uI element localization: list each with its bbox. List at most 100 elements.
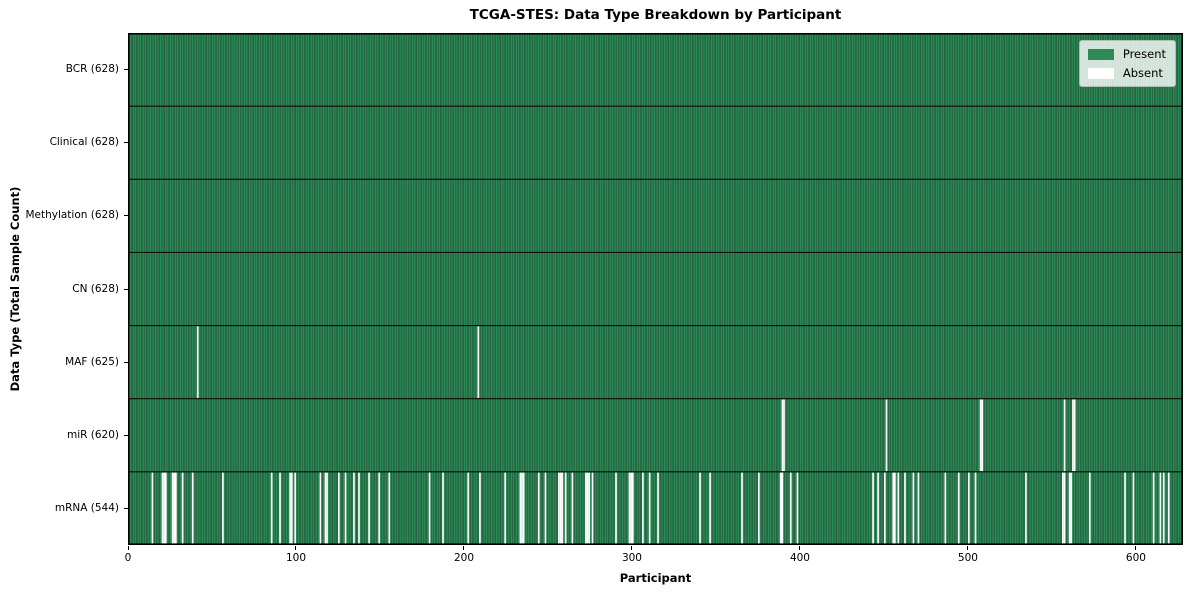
y-tick-mark — [124, 69, 128, 71]
absent-stripe — [781, 399, 784, 472]
absent-stripe — [467, 472, 470, 545]
absent-stripe — [1167, 472, 1170, 545]
absent-stripe — [979, 399, 982, 472]
absent-stripe — [544, 472, 547, 545]
absent-stripe — [981, 399, 984, 472]
x-tick-label: 500 — [957, 552, 978, 564]
absent-stripe — [1070, 472, 1073, 545]
absent-stripe — [892, 472, 895, 545]
absent-stripe — [479, 472, 481, 545]
absent-stripe — [944, 472, 947, 545]
x-tick-mark — [295, 546, 297, 550]
absent-stripe — [442, 472, 444, 545]
x-tick-mark — [631, 546, 633, 550]
absent-stripe — [631, 472, 634, 545]
absent-stripe — [175, 472, 177, 545]
absent-stripe — [358, 472, 360, 545]
absent-swatch — [1087, 67, 1114, 79]
absent-stripe — [586, 472, 589, 545]
absent-stripe — [588, 472, 590, 545]
legend: Present Absent — [1078, 40, 1176, 87]
absent-stripe — [163, 472, 165, 545]
plot-area: Present Absent — [128, 33, 1183, 545]
legend-label-present: Present — [1122, 47, 1166, 61]
absent-stripe — [537, 472, 540, 545]
absent-stripe — [1152, 472, 1155, 545]
y-tick-label: mRNA (544) — [54, 501, 119, 514]
absent-stripe — [344, 472, 347, 545]
absent-stripe — [783, 399, 785, 472]
absent-stripe — [894, 472, 896, 545]
absent-stripe — [642, 472, 644, 545]
absent-stripe — [571, 472, 574, 545]
absent-stripe — [897, 472, 900, 545]
absent-stripe — [279, 472, 281, 545]
absent-stripe — [222, 472, 224, 545]
y-tick-mark — [124, 434, 128, 436]
absent-stripe — [161, 472, 164, 545]
absent-stripe — [477, 326, 480, 398]
present-field — [128, 33, 1183, 545]
absent-stripe — [181, 472, 184, 545]
x-tick-label: 0 — [124, 552, 132, 564]
absent-stripe — [779, 472, 782, 545]
absent-stripe — [1124, 472, 1126, 545]
absent-stripe — [741, 472, 743, 545]
y-tick-label: CN (628) — [72, 282, 119, 295]
y-tick-mark — [124, 142, 128, 144]
absent-stripe — [522, 472, 525, 545]
absent-stripe — [388, 472, 391, 545]
y-tick-mark — [124, 288, 128, 290]
absent-stripe — [967, 472, 970, 545]
absent-stripe — [326, 472, 328, 545]
absent-stripe — [164, 472, 167, 545]
absent-stripe — [974, 472, 977, 545]
legend-label-absent: Absent — [1122, 66, 1163, 80]
legend-entry-present: Present — [1087, 47, 1166, 61]
absent-stripe — [171, 472, 174, 545]
absent-stripe — [1162, 472, 1165, 545]
x-tick-mark — [967, 546, 969, 550]
absent-stripe — [504, 472, 506, 545]
x-tick-mark — [1135, 546, 1137, 550]
absent-stripe — [428, 472, 431, 545]
plot-border — [128, 33, 1183, 545]
y-tick-label: Methylation (628) — [25, 209, 119, 222]
absent-stripe — [294, 472, 296, 545]
absent-stripe — [151, 472, 154, 545]
absent-stripe — [648, 472, 651, 545]
absent-stripe — [519, 472, 522, 545]
absent-stripe — [353, 472, 355, 545]
absent-stripe — [885, 399, 888, 472]
absent-stripe — [615, 472, 617, 545]
absent-stripe — [1068, 472, 1071, 545]
y-tick-label: MAF (625) — [65, 355, 119, 368]
absent-stripe — [584, 472, 587, 545]
absent-stripe — [1063, 399, 1066, 472]
absent-stripe — [872, 472, 874, 545]
x-tick-label: 300 — [621, 552, 642, 564]
y-tick-label: Clinical (628) — [49, 136, 119, 149]
x-axis-label: Participant — [619, 571, 692, 585]
absent-stripe — [1088, 472, 1091, 545]
x-tick-mark — [799, 546, 801, 550]
absent-stripe — [173, 472, 176, 545]
absent-stripe — [1025, 472, 1027, 545]
x-tick-label: 200 — [453, 552, 474, 564]
absent-stripe — [1062, 472, 1064, 545]
absent-stripe — [591, 472, 594, 545]
absent-stripe — [1073, 399, 1076, 472]
absent-stripe — [368, 472, 370, 545]
absent-stripe — [917, 472, 920, 545]
absent-stripe — [337, 472, 340, 545]
absent-stripe — [521, 472, 523, 545]
absent-stripe — [781, 472, 784, 545]
absent-stripe — [757, 472, 760, 545]
absent-stripe — [561, 472, 564, 545]
legend-entry-absent: Absent — [1087, 66, 1166, 80]
absent-stripe — [699, 472, 701, 545]
absent-stripe — [196, 326, 199, 398]
x-tick-label: 600 — [1125, 552, 1146, 564]
y-tick-mark — [124, 215, 128, 217]
presence-matrix — [128, 33, 1183, 545]
